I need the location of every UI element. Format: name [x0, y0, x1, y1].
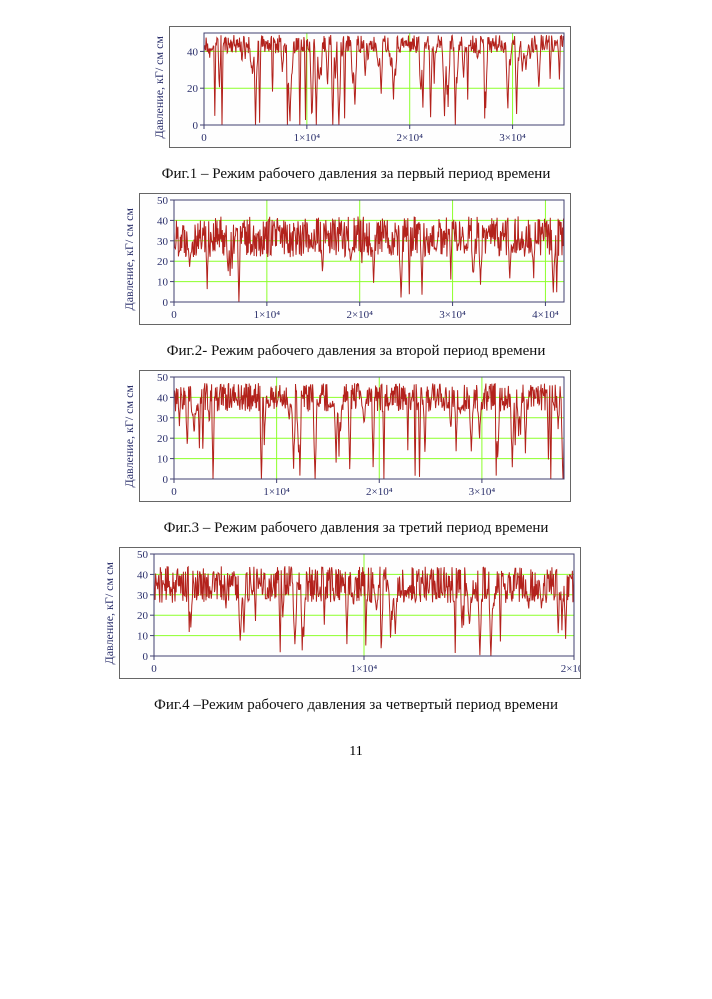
- caption-fig1: Фиг.1 – Режим рабочего давления за первы…: [0, 166, 712, 183]
- svg-text:0: 0: [143, 651, 149, 663]
- chart-row-fig4: Давление, кГ/ cм cм 0 10 20 30 40 50 0 1×10⁴ 2×10…: [100, 547, 712, 679]
- svg-text:1×10⁴: 1×10⁴: [294, 132, 321, 144]
- svg-text:0: 0: [163, 297, 169, 309]
- chart-fig4: 0 10 20 30 40 50 0 1×10⁴ 2×10⁴: [119, 547, 581, 679]
- page-container: Давление, кГ/ cм cм 0 20 40 0 1×10⁴ 2×10⁴ 3×10⁴…: [0, 26, 712, 760]
- svg-text:3×10⁴: 3×10⁴: [439, 309, 466, 321]
- svg-text:3×10⁴: 3×10⁴: [499, 132, 526, 144]
- svg-text:0: 0: [201, 132, 207, 144]
- caption-fig4: Фиг.4 –Режим рабочего давления за четвер…: [0, 697, 712, 714]
- svg-text:0: 0: [171, 486, 177, 498]
- svg-text:50: 50: [157, 195, 169, 207]
- caption-fig3: Фиг.3 – Режим рабочего давления за трети…: [0, 520, 712, 537]
- svg-text:40: 40: [137, 569, 149, 581]
- svg-text:10: 10: [137, 631, 149, 643]
- chart-fig2: 0 10 20 30 40 50 0 1×10⁴ 2×10⁴ 3×10⁴ 4×10⁴: [139, 193, 571, 325]
- svg-text:2×10⁴: 2×10⁴: [346, 309, 373, 321]
- caption-fig2: Фиг.2- Режим рабочего давления за второй…: [0, 343, 712, 360]
- y-axis-label: Давление, кГ/ cм cм: [100, 562, 119, 664]
- svg-text:0: 0: [163, 474, 169, 486]
- svg-text:1×10⁴: 1×10⁴: [263, 486, 290, 498]
- chart-fig1: 0 20 40 0 1×10⁴ 2×10⁴ 3×10⁴: [169, 26, 571, 148]
- svg-text:0: 0: [171, 309, 177, 321]
- svg-text:30: 30: [137, 590, 149, 602]
- svg-text:2×10⁴: 2×10⁴: [396, 132, 423, 144]
- svg-text:3×10⁴: 3×10⁴: [469, 486, 496, 498]
- y-axis-label: Давление, кГ/ cм cм: [120, 385, 139, 487]
- svg-text:30: 30: [157, 236, 169, 248]
- svg-text:50: 50: [157, 372, 169, 384]
- chart-row-fig1: Давление, кГ/ cм cм 0 20 40 0 1×10⁴ 2×10⁴ 3×10⁴: [150, 26, 712, 148]
- svg-text:20: 20: [157, 256, 169, 268]
- svg-text:20: 20: [157, 433, 169, 445]
- svg-text:40: 40: [187, 46, 199, 58]
- svg-text:0: 0: [151, 663, 157, 675]
- svg-text:30: 30: [157, 413, 169, 425]
- svg-text:2×10⁴: 2×10⁴: [366, 486, 393, 498]
- svg-text:10: 10: [157, 277, 169, 289]
- svg-text:0: 0: [193, 120, 199, 132]
- svg-text:20: 20: [137, 610, 149, 622]
- svg-text:4×10⁴: 4×10⁴: [532, 309, 559, 321]
- svg-text:10: 10: [157, 454, 169, 466]
- svg-text:20: 20: [187, 83, 199, 95]
- svg-text:2×10⁴: 2×10⁴: [561, 663, 581, 675]
- svg-text:40: 40: [157, 392, 169, 404]
- svg-text:1×10⁴: 1×10⁴: [254, 309, 281, 321]
- chart-fig3: 0 10 20 30 40 50 0 1×10⁴ 2×10⁴ 3×10⁴: [139, 370, 571, 502]
- svg-text:1×10⁴: 1×10⁴: [351, 663, 378, 675]
- y-axis-label: Давление, кГ/ cм cм: [150, 36, 169, 138]
- chart-row-fig3: Давление, кГ/ cм cм 0 10 20 30 40 50 0 1×10⁴ 2×10…: [120, 370, 712, 502]
- page-number: 11: [0, 744, 712, 760]
- svg-text:40: 40: [157, 215, 169, 227]
- chart-row-fig2: Давление, кГ/ cм cм 0 10 20 30 40 50 0 1×10⁴ 2×10…: [120, 193, 712, 325]
- svg-text:50: 50: [137, 549, 149, 561]
- y-axis-label: Давление, кГ/ cм cм: [120, 208, 139, 310]
